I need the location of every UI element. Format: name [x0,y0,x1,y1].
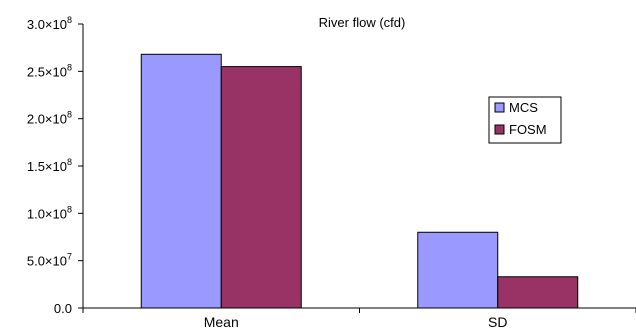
y-tick-label: 2.0×108 [27,110,72,127]
legend-label-fosm: FOSM [509,122,547,137]
bar-fosm-mean [220,66,302,309]
x-axis-ticks [82,308,636,313]
y-tick-label: 0.0 [54,301,72,316]
y-tick-label: 1.0×108 [27,204,72,221]
x-category-label: SD [488,314,507,329]
legend-swatch-fosm [494,124,505,135]
y-axis-ticks: 0.0 5.0×107 1.0×108 1.5×108 2.0×108 2.5×108 3.… [27,15,83,316]
y-tick-label: 5.0×107 [27,252,72,269]
bars [140,53,579,309]
y-tick-label: 1.5×108 [27,157,72,174]
x-axis-category-labels: Mean SD [204,314,508,329]
bar-fosm-sd [497,276,579,309]
legend-label-mcs: MCS [509,100,538,115]
x-category-label: Mean [204,314,239,329]
legend-swatch-mcs [494,102,505,113]
bar-mcs-sd [417,231,499,309]
legend: MCS FOSM [488,96,562,144]
y-tick-label: 2.5×108 [27,62,72,79]
y-tick-label: 3.0×108 [27,15,72,32]
bar-mcs-mean [140,53,222,309]
chart-title: River flow (cfd) [319,15,406,30]
